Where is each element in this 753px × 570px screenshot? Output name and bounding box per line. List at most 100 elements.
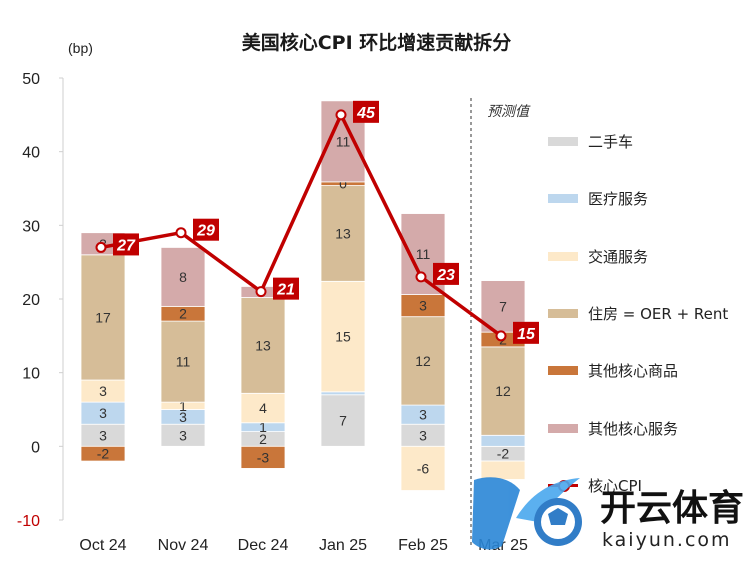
bar-data-label: 17 <box>95 309 111 325</box>
bar-data-label: -2 <box>97 446 110 462</box>
core-cpi-label: 27 <box>116 237 136 254</box>
watermark-brand-cn: 开云体育 <box>600 488 744 529</box>
watermark-k-mark <box>472 477 582 550</box>
bar-data-label: 12 <box>415 353 431 369</box>
bar-segment <box>400 445 446 491</box>
core-cpi-label-box <box>513 321 539 344</box>
bar-data-label: 3 <box>419 427 427 443</box>
legend-label: 交通服务 <box>588 247 649 266</box>
bar-data-label: 3 <box>419 407 427 423</box>
legend-label: 核心CPI <box>588 476 642 495</box>
bar-data-label: 3 <box>99 383 107 399</box>
y-tick-label: 40 <box>22 145 40 162</box>
core-cpi-label-box <box>193 218 219 241</box>
bar-segment <box>320 280 366 393</box>
bar-data-label: 3 <box>419 298 427 314</box>
legend-label: 医疗服务 <box>588 189 649 208</box>
core-cpi-point <box>335 109 347 121</box>
bar-data-label: -6 <box>417 460 430 476</box>
bar-data-label: 12 <box>495 383 511 399</box>
bar-data-label: 8 <box>179 269 187 285</box>
chart-title: 美国核心CPI 环比增速贡献拆分 <box>241 32 512 54</box>
bar-segment <box>480 434 526 447</box>
core-cpi-label-box <box>353 100 379 123</box>
bar-segment <box>240 445 286 469</box>
bar-data-label: 3 <box>179 409 187 425</box>
legend-swatch <box>548 423 578 433</box>
bar-data-label: 7 <box>339 413 347 429</box>
bar-data-label: 2 <box>179 306 187 322</box>
bar-data-label: 1 <box>259 419 267 435</box>
x-tick-label: Jan 25 <box>319 537 367 554</box>
bar-data-label: 11 <box>416 246 431 262</box>
watermark-brand-en: kaiyun.com <box>602 529 732 551</box>
bar-data-label: 2 <box>259 431 267 447</box>
legend-item-other-core-goods: 其他核心商品 <box>548 360 678 380</box>
core-cpi-label-box <box>273 277 299 300</box>
bar-data-label: 3 <box>99 427 107 443</box>
x-tick-label: Oct 24 <box>79 537 126 554</box>
watermark-logo: 开云体育 kaiyun.com <box>472 477 744 551</box>
bar-segment <box>80 254 126 381</box>
core-cpi-point <box>495 330 507 342</box>
bar-data-label: 13 <box>255 337 271 353</box>
y-axis-unit: (bp) <box>68 40 93 56</box>
legend-label: 其他核心服务 <box>588 419 679 438</box>
bar-data-label: 1 <box>179 398 187 414</box>
bar-data-label: 13 <box>335 225 351 241</box>
bar-data-label: 15 <box>335 329 351 345</box>
y-tick-label: 10 <box>22 366 40 383</box>
core-cpi-label: 15 <box>517 326 536 343</box>
bar-data-label: 0 <box>339 176 347 192</box>
bar-data-label: 7 <box>499 298 507 314</box>
legend-item-medical-services: 医疗服务 <box>548 188 648 208</box>
y-tick-label: 30 <box>22 218 40 235</box>
x-tick-label: Dec 24 <box>238 537 289 554</box>
legend-item-transport-services: 交通服务 <box>548 246 648 266</box>
core-cpi-label-box <box>113 233 139 256</box>
core-cpi-label: 23 <box>436 267 455 284</box>
core-cpi-line <box>100 113 503 338</box>
bar-data-label: 3 <box>99 405 107 421</box>
bar-segment <box>160 320 206 403</box>
y-tick-label: 50 <box>22 71 40 88</box>
bar-data-label: 4 <box>259 400 267 416</box>
x-tick-label: Feb 25 <box>398 537 448 554</box>
core-cpi-point <box>255 286 267 298</box>
legend-swatch <box>548 136 578 146</box>
bar-data-label: 11 <box>176 354 191 370</box>
y-tick-label: 20 <box>22 292 40 309</box>
forecast-label: 预测值 <box>487 104 529 120</box>
bar-segment <box>240 392 286 424</box>
bar-segment <box>160 247 206 307</box>
legend-label: 二手车 <box>588 132 634 151</box>
legend-swatch <box>548 308 578 318</box>
core-cpi-label: 29 <box>196 223 215 240</box>
core-cpi-point <box>95 241 107 253</box>
legend-swatch <box>548 251 578 261</box>
core-cpi-point <box>175 227 187 239</box>
legend-swatch <box>548 365 578 375</box>
x-tick-label: Nov 24 <box>158 537 209 554</box>
legend-label: 其他核心商品 <box>588 361 679 380</box>
core-cpi-label-box <box>433 262 459 285</box>
core-cpi-point <box>415 271 427 283</box>
core-cpi-label: 21 <box>276 282 295 299</box>
legend-label: 住房 = OER + Rent <box>588 304 729 323</box>
bar-data-label: -2 <box>497 446 510 462</box>
legend-item-housing: 住房 = OER + Rent <box>548 303 728 323</box>
bar-segment <box>320 394 366 447</box>
legend-item-used-cars: 二手车 <box>548 131 633 151</box>
core-cpi-label: 45 <box>356 105 376 122</box>
bar-segment <box>80 445 126 462</box>
bar-data-label: 11 <box>336 133 351 149</box>
y-tick-label: 0 <box>31 439 40 456</box>
bar-segment <box>320 391 366 396</box>
legend-item-other-core-services: 其他核心服务 <box>548 418 678 438</box>
bar-data-label: -3 <box>257 449 270 465</box>
y-tick-label: -10 <box>17 513 40 530</box>
legend-swatch <box>548 193 578 203</box>
bar-data-label: 3 <box>179 427 187 443</box>
bar-segment <box>400 316 446 406</box>
